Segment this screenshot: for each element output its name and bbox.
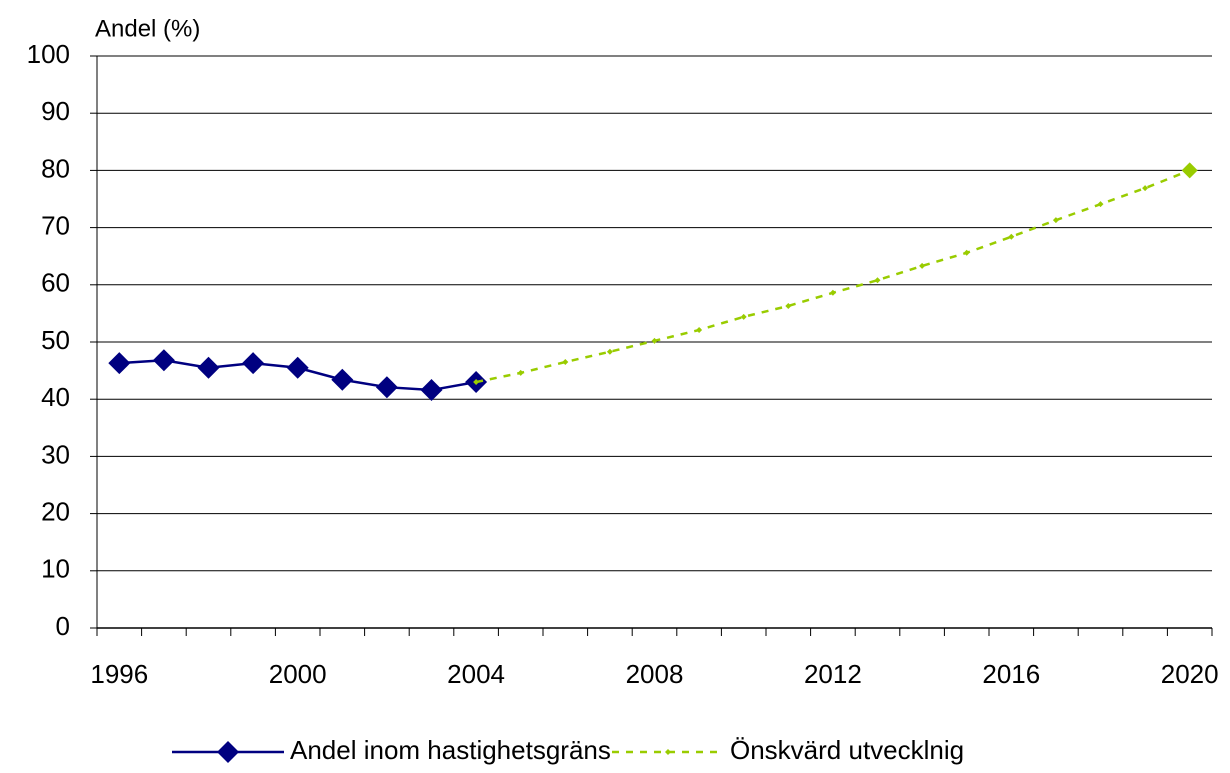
x-tick-label: 2008 — [626, 659, 684, 689]
y-axis-label: Andel (%) — [95, 15, 200, 42]
y-tick-label: 20 — [41, 496, 70, 526]
data-point — [919, 262, 926, 269]
data-point — [1052, 217, 1059, 224]
data-point — [286, 356, 309, 379]
data-point — [197, 356, 220, 379]
x-tick-label: 2020 — [1161, 659, 1219, 689]
x-tick-label: 2000 — [269, 659, 327, 689]
data-point — [785, 302, 792, 309]
data-point — [242, 352, 265, 375]
data-point — [1181, 162, 1198, 179]
legend-label: Andel inom hastighetsgräns — [290, 735, 611, 765]
y-tick-label: 50 — [41, 325, 70, 355]
legend-label: Önskvärd utvecklnig — [730, 735, 964, 765]
y-tick-label: 0 — [56, 611, 70, 641]
y-tick-label: 100 — [27, 39, 70, 69]
data-point — [829, 289, 836, 296]
data-point — [473, 379, 480, 386]
y-tick-label: 40 — [41, 382, 70, 412]
data-point — [606, 348, 613, 355]
data-point — [331, 368, 354, 391]
y-tick-label: 60 — [41, 268, 70, 298]
x-tick-label: 2004 — [447, 659, 505, 689]
data-point — [420, 379, 443, 402]
y-tick-label: 10 — [41, 554, 70, 584]
data-point — [1008, 233, 1015, 240]
data-point — [1097, 201, 1104, 208]
y-tick-label: 90 — [41, 96, 70, 126]
data-point — [108, 352, 131, 375]
legend-marker — [217, 741, 239, 763]
x-tick-label: 1996 — [90, 659, 148, 689]
series-line — [475, 169, 1191, 384]
data-point — [740, 313, 747, 320]
data-point — [696, 326, 703, 333]
data-point — [651, 337, 658, 344]
x-tick-label: 2012 — [804, 659, 862, 689]
data-point — [562, 359, 569, 366]
y-tick-label: 80 — [41, 153, 70, 183]
data-point — [152, 349, 175, 372]
data-point — [963, 249, 970, 256]
x-tick-label: 2016 — [982, 659, 1040, 689]
data-point — [375, 376, 398, 399]
legend-marker — [665, 749, 671, 755]
y-tick-label: 70 — [41, 210, 70, 240]
y-tick-label: 30 — [41, 439, 70, 469]
data-point — [517, 369, 524, 376]
data-point — [874, 277, 881, 284]
data-point — [1142, 185, 1149, 192]
